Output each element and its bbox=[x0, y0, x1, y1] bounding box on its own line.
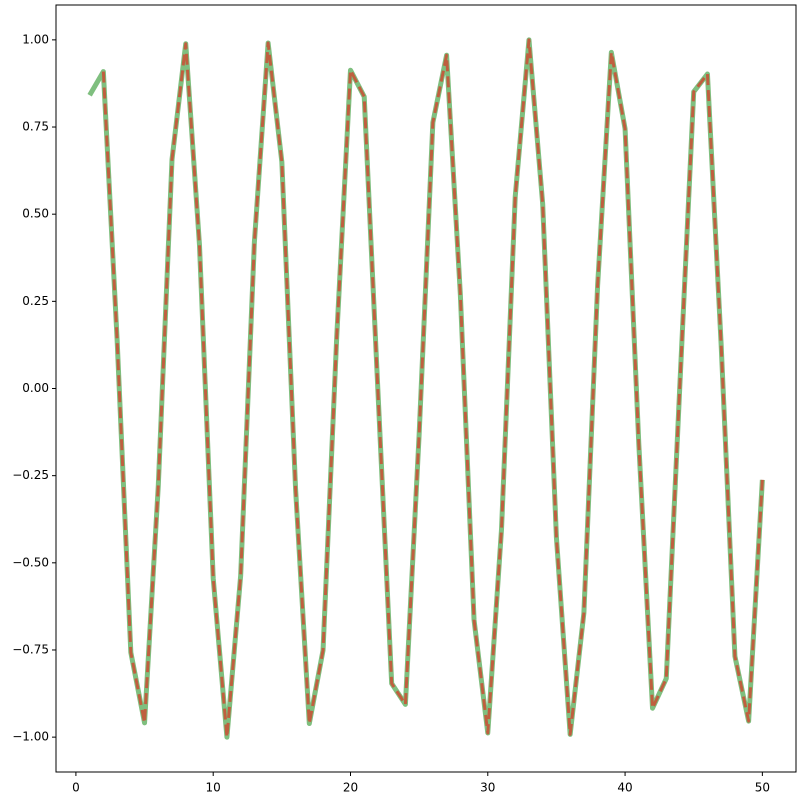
y-tick-label: −0.50 bbox=[12, 555, 49, 569]
x-tick-label: 50 bbox=[755, 781, 770, 795]
x-tick-label: 10 bbox=[206, 781, 221, 795]
y-tick-label: 0.00 bbox=[22, 381, 49, 395]
x-tick-label: 30 bbox=[480, 781, 495, 795]
x-tick-label: 0 bbox=[72, 781, 80, 795]
x-tick-label: 20 bbox=[343, 781, 358, 795]
series-line bbox=[101, 38, 764, 739]
y-tick-label: −1.00 bbox=[12, 730, 49, 744]
y-tick-label: 0.50 bbox=[22, 207, 49, 221]
y-tick-label: 0.25 bbox=[22, 294, 49, 308]
plot-frame bbox=[55, 4, 797, 773]
y-tick-label: 0.75 bbox=[22, 120, 49, 134]
y-tick-label: −0.75 bbox=[12, 642, 49, 656]
y-tick-label: −0.25 bbox=[12, 468, 49, 482]
x-tick-label: 40 bbox=[617, 781, 632, 795]
series-line bbox=[87, 37, 765, 740]
y-tick-label: 1.00 bbox=[22, 32, 49, 46]
